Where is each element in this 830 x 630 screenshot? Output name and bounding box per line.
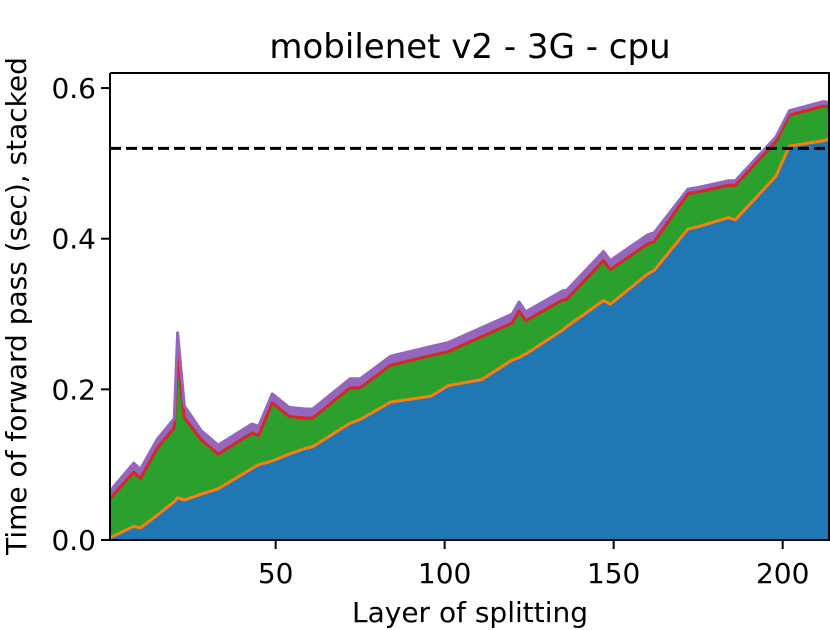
- axes: [109, 72, 830, 541]
- y-tick-label: 0.4: [51, 223, 96, 256]
- x-tick-label: 200: [756, 557, 809, 590]
- stack-line-red: [108, 104, 830, 500]
- y-tick-label: 0.2: [51, 373, 96, 406]
- x-tick-label: 100: [418, 557, 471, 590]
- y-tick-label: 0.0: [51, 524, 96, 557]
- chart-title: mobilenet v2 - 3G - cpu: [269, 27, 670, 67]
- x-tick-label: 50: [258, 557, 294, 590]
- stack-boundary-lines: [108, 100, 830, 542]
- stack-line-green: [108, 107, 830, 503]
- ticks: 0.0 0.2 0.4 0.6 50 100 150 200: [51, 72, 809, 590]
- stacked-areas: [109, 101, 830, 541]
- y-tick-label: 0.6: [51, 72, 96, 105]
- x-axis-label: Layer of splitting: [352, 596, 588, 629]
- stack-line-orange: [109, 137, 830, 540]
- stack-line-purple: [108, 100, 830, 493]
- stack-line-blue: [109, 139, 830, 542]
- y-axis-label: Time of forward pass (sec), stacked: [0, 57, 33, 556]
- x-tick-label: 150: [587, 557, 640, 590]
